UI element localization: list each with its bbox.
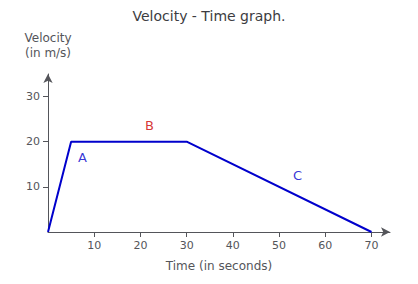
svg-text:10: 10 bbox=[87, 239, 101, 252]
svg-text:30: 30 bbox=[26, 90, 40, 103]
svg-text:20: 20 bbox=[133, 239, 147, 252]
svg-text:70: 70 bbox=[365, 239, 379, 252]
svg-text:C: C bbox=[293, 168, 302, 183]
svg-text:(in m/s): (in m/s) bbox=[25, 46, 71, 60]
svg-text:50: 50 bbox=[272, 239, 286, 252]
svg-text:B: B bbox=[145, 118, 154, 133]
svg-text:Time (in seconds): Time (in seconds) bbox=[165, 259, 272, 273]
svg-text:40: 40 bbox=[226, 239, 240, 252]
svg-text:20: 20 bbox=[26, 135, 40, 148]
svg-text:30: 30 bbox=[180, 239, 194, 252]
svg-text:60: 60 bbox=[318, 239, 332, 252]
svg-text:Velocity: Velocity bbox=[24, 31, 71, 45]
svg-text:A: A bbox=[78, 150, 87, 165]
svg-text:Velocity - Time graph.: Velocity - Time graph. bbox=[132, 8, 285, 24]
svg-text:10: 10 bbox=[26, 180, 40, 193]
